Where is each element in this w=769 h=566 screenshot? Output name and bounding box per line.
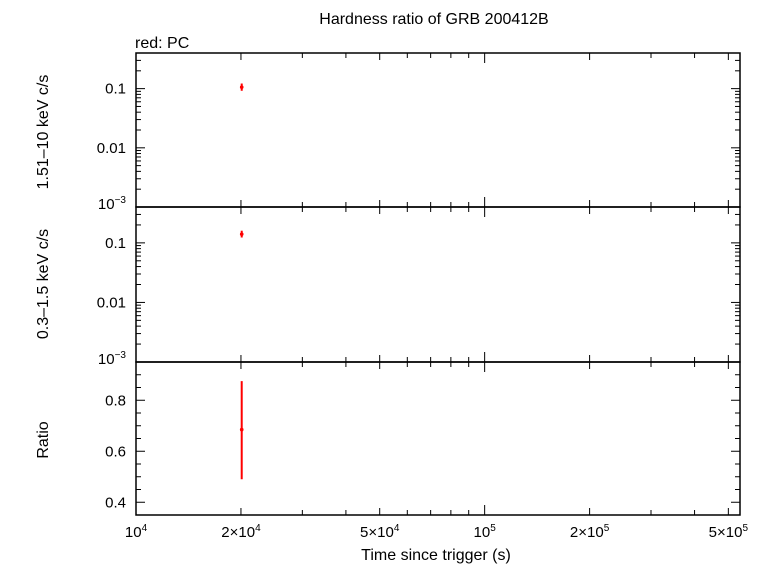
y-tick-label: 0.8 [105, 392, 126, 409]
panel-frame [135, 206, 741, 363]
data-point [239, 427, 244, 432]
y-tick-label: 0.1 [105, 81, 126, 98]
y-tick-label: 0.01 [97, 140, 126, 157]
x-tick-label: 105 [474, 523, 497, 541]
y-axis-label-2: 0.3–1.5 keV c/s [35, 229, 52, 339]
x-tick-label: 5×105 [709, 523, 749, 541]
x-tick-label: 104 [125, 523, 148, 541]
y-tick-label: 10−3 [98, 350, 127, 368]
y-tick-label: 0.1 [105, 235, 126, 252]
y-tick-label: 0.01 [97, 294, 126, 311]
x-tick-label: 5×104 [360, 523, 400, 541]
y-tick-label: 10−3 [98, 195, 127, 213]
x-axis-label: Time since trigger (s) [361, 547, 511, 564]
y-axis-label-1: 1.51–10 keV c/s [35, 75, 52, 190]
y-axis-label-3: Ratio [35, 421, 52, 458]
panel-frame [135, 361, 741, 516]
chart-subtitle: red: PC [135, 35, 189, 52]
x-tick-label: 2×105 [570, 523, 610, 541]
y-tick-label: 0.6 [105, 443, 126, 460]
panel-frame [135, 52, 741, 208]
data-point [239, 232, 244, 236]
chart-title: Hardness ratio of GRB 200412B [319, 11, 548, 28]
data-point [239, 85, 244, 89]
x-tick-label: 2×104 [221, 523, 261, 541]
y-tick-label: 0.4 [105, 494, 126, 511]
